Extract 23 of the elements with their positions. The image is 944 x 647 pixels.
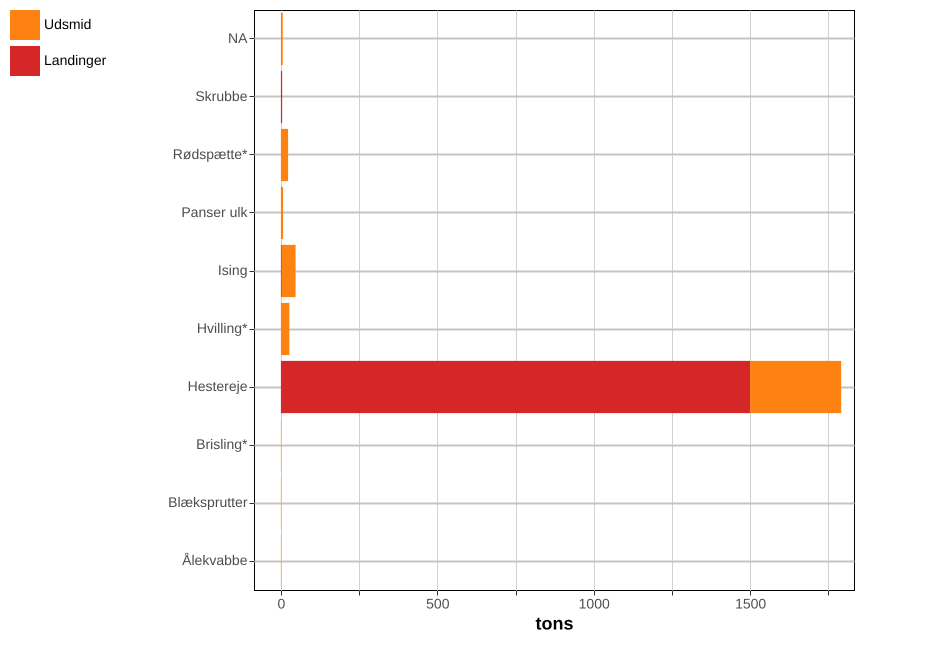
bar bbox=[750, 360, 842, 414]
y-tick-label: Ising bbox=[218, 262, 248, 278]
y-tick-label: NA bbox=[228, 30, 248, 46]
bar bbox=[280, 186, 284, 240]
y-tick-label: Brisling* bbox=[196, 436, 248, 452]
y-tick-label: Rødspætte* bbox=[172, 146, 248, 162]
x-tick-label: 1500 bbox=[735, 596, 766, 612]
y-tick-label: Blæksprutter bbox=[168, 494, 248, 510]
x-axis-title: tons bbox=[536, 614, 574, 634]
y-tick-label: Hestereje bbox=[188, 378, 248, 394]
bar bbox=[280, 302, 290, 356]
x-tick-label: 0 bbox=[278, 596, 286, 612]
y-tick-label: Ålekvabbe bbox=[182, 552, 248, 568]
y-tick-label: Hvilling* bbox=[196, 320, 248, 336]
bar bbox=[282, 244, 296, 298]
x-tick-label: 500 bbox=[426, 596, 450, 612]
x-tick-label: 1000 bbox=[578, 596, 610, 612]
legend-label: Udsmid bbox=[44, 16, 92, 32]
y-tick-label: Skrubbe bbox=[195, 88, 248, 104]
legend-label: Landinger bbox=[44, 52, 107, 68]
bar bbox=[280, 128, 288, 182]
bar bbox=[280, 360, 750, 414]
y-tick-label: Panser ulk bbox=[181, 204, 248, 220]
